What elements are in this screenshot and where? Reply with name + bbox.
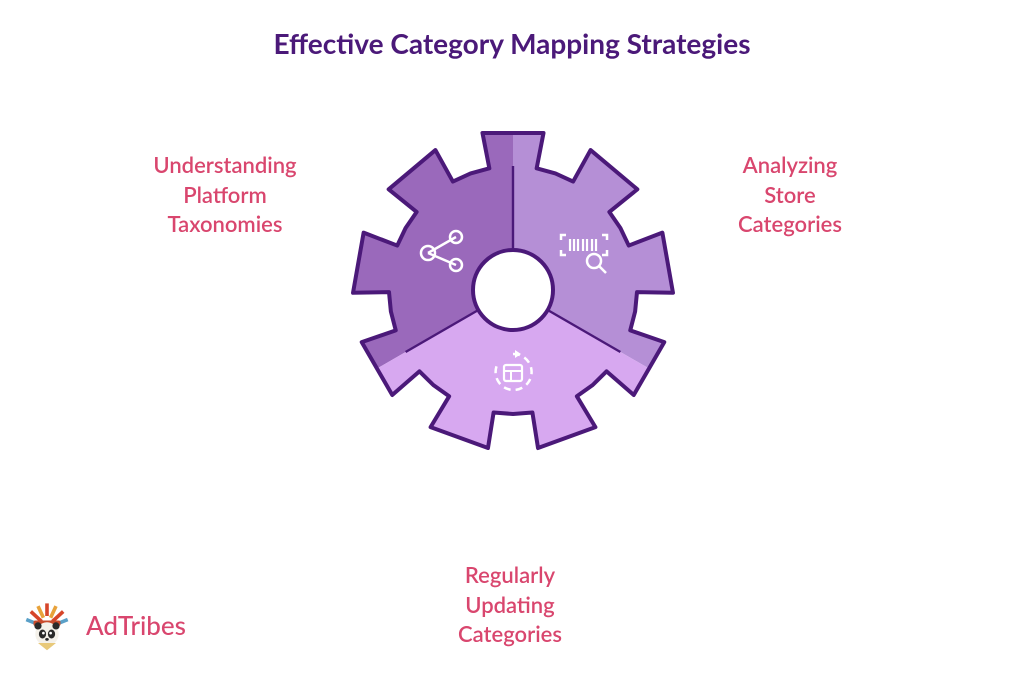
adtribes-logo-icon	[20, 598, 74, 652]
gear-hub	[473, 250, 553, 330]
label-understanding-platform-taxonomies: UnderstandingPlatformTaxonomies	[120, 150, 330, 239]
label-analyzing-store-categories: AnalyzingStoreCategories	[700, 150, 880, 239]
label-regularly-updating-categories: RegularlyUpdatingCategories	[410, 560, 610, 649]
brand-name: AdTribes	[86, 609, 186, 641]
brand-block: AdTribes	[20, 598, 186, 652]
gear-diagram	[343, 120, 683, 460]
page-title: Effective Category Mapping Strategies	[0, 26, 1024, 60]
infographic-canvas: Effective Category Mapping Strategies Un	[0, 0, 1024, 692]
